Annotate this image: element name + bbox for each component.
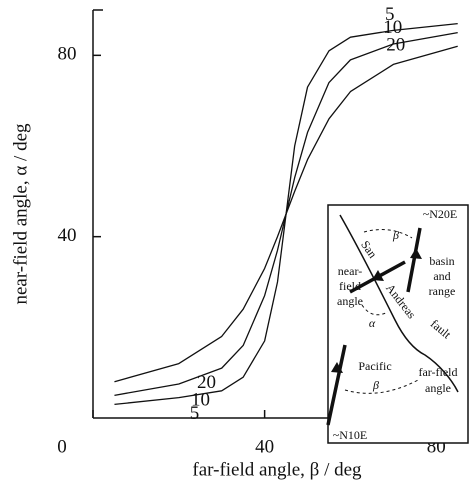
inset-label: and (433, 269, 450, 283)
y-tick-label: 40 (58, 225, 77, 246)
series-line (114, 45, 458, 383)
inset-label: angle (337, 294, 363, 308)
y-tick-label: 80 (58, 44, 77, 65)
series-label: 5 (190, 403, 200, 424)
inset-label: field (339, 279, 361, 293)
inset-label: ~N10E (333, 428, 368, 442)
x-axis-label: far-field angle, β / deg (192, 459, 362, 480)
inset-label: β (392, 228, 399, 242)
beta-arc (363, 229, 413, 239)
inset-label: angle (425, 381, 451, 395)
fault-line (339, 214, 459, 393)
beta-arc (344, 379, 419, 394)
x-tick-label: 0 (57, 436, 67, 457)
inset-label: β (372, 378, 379, 392)
n10e-strike (326, 344, 347, 426)
inset-label: basin (429, 254, 454, 268)
arrow-head (372, 270, 384, 281)
inset-frame (327, 204, 469, 444)
inset-label: range (429, 284, 456, 298)
inset-label: Pacific (358, 359, 391, 373)
n20e-strike (406, 227, 422, 293)
x-tick-label: 40 (255, 436, 274, 457)
inset-label: α (369, 316, 376, 330)
series-label: 10 (383, 17, 402, 38)
inset-label: near- (338, 264, 362, 278)
inset-label: ~N20E (423, 207, 458, 221)
inset-diagram: ~N20E β San Andreas fault basin and rang… (326, 204, 469, 444)
arrow-head (331, 362, 343, 373)
inset-label: far-field (418, 365, 457, 379)
alpha-arc (361, 304, 389, 316)
series-label: 20 (197, 372, 216, 393)
series-label: 10 (191, 390, 210, 411)
series-label: 20 (386, 35, 405, 56)
series-label: 5 (385, 4, 395, 25)
y-axis-label: near-field angle, α / deg (10, 123, 31, 305)
arrow-head (410, 248, 422, 259)
